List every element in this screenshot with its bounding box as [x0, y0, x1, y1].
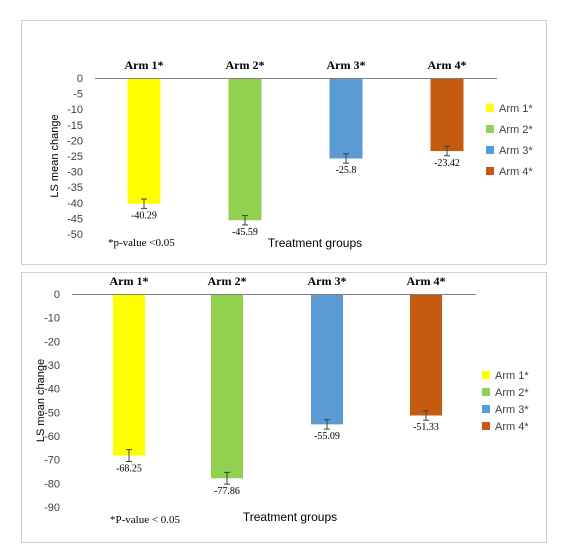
chart-2-bar-1: [113, 294, 145, 456]
chart-2-bar-2: [211, 294, 243, 479]
chart-2-ytick-label: -70: [44, 455, 60, 467]
chart-2-category-label-4: Arm 4*: [407, 274, 446, 288]
chart-1-legend-label-1: Arm 1*: [499, 103, 533, 115]
chart-panel-1: 0 -5 -10 -15 -20 -25 -30 -35 -40 -45 -50 -40.29 Arm …: [0, 0, 567, 270]
chart-2-legend-label-1: Arm 1*: [495, 370, 529, 382]
chart-1-ytick-label: -50: [67, 229, 83, 241]
chart-2-category-label-1: Arm 1*: [110, 274, 149, 288]
chart-1-category-label-4: Arm 4*: [428, 58, 467, 72]
chart-2-legend-swatch-4: [482, 422, 490, 430]
chart-2-bar-4: [410, 294, 442, 416]
chart-2-ytick-label: 0: [54, 289, 60, 301]
chart-1-significance-note: *p-value <0.05: [108, 237, 175, 249]
chart-1-legend-swatch-4: [486, 167, 494, 175]
chart-1-data-label-2: -45.59: [232, 227, 258, 238]
chart-1-ytick-label: -5: [73, 89, 83, 101]
chart-1-data-label-4: -23.42: [434, 158, 460, 169]
chart-2-legend-label-2: Arm 2*: [495, 387, 529, 399]
chart-1-bar-1: [127, 78, 161, 204]
chart-2-y-axis-label: LS mean change: [35, 359, 47, 442]
chart-2-ytick-label: -60: [44, 431, 60, 443]
chart-1-category-label-3: Arm 3*: [327, 58, 366, 72]
chart-2-data-label-4: -51.33: [413, 422, 439, 433]
chart-1-category-label-1: Arm 1*: [125, 58, 164, 72]
chart-1-legend-swatch-2: [486, 125, 494, 133]
chart-2-category-label-3: Arm 3*: [308, 274, 347, 288]
chart-1-y-axis-label: LS mean change: [49, 114, 61, 197]
chart-1-ytick-label: -45: [67, 213, 83, 225]
chart-2-category-label-2: Arm 2*: [208, 274, 247, 288]
chart-1-legend-swatch-1: [486, 104, 494, 112]
chart-1-x-axis-label: Treatment groups: [268, 236, 362, 250]
chart-1-legend-label-4: Arm 4*: [499, 166, 533, 178]
chart-1-category-label-2: Arm 2*: [226, 58, 265, 72]
chart-1-ytick-label: -10: [67, 104, 83, 116]
chart-1-legend-swatch-3: [486, 146, 494, 154]
chart-1-ytick-label: -40: [67, 198, 83, 210]
chart-1-bar-4: [430, 78, 464, 152]
chart-2-ytick-label: -80: [44, 478, 60, 490]
chart-1-legend-label-2: Arm 2*: [499, 124, 533, 136]
chart-2-legend-swatch-3: [482, 405, 490, 413]
chart-2-ytick-label: -90: [44, 502, 60, 514]
chart-1-data-label-1: -40.29: [131, 210, 157, 221]
chart-2-frame: [21, 272, 547, 543]
chart-1-bar-2: [228, 78, 262, 221]
chart-2-ytick-label: -40: [44, 384, 60, 396]
chart-1-ytick-label: -30: [67, 167, 83, 179]
chart-2-significance-note: *P-value < 0.05: [110, 514, 181, 526]
chart-panel-2: 0 -10 -20 -30 -40 -50 -60 -70 -80 -90 -68.25 Arm 1*…: [0, 270, 567, 551]
chart-1-data-label-3: -25.8: [336, 165, 357, 176]
chart-2-ytick-label: -10: [44, 313, 60, 325]
chart-1-ytick-label: -20: [67, 135, 83, 147]
chart-1-ytick-label: -35: [67, 182, 83, 194]
chart-1-svg: 0 -5 -10 -15 -20 -25 -30 -35 -40 -45 -50 -40.29 Arm …: [21, 20, 547, 265]
chart-2-ytick-label: -50: [44, 407, 60, 419]
chart-1-ytick-label: 0: [77, 73, 83, 85]
chart-1-bar-3: [329, 78, 363, 159]
chart-2-data-label-2: -77.86: [214, 486, 240, 497]
chart-2-legend-label-4: Arm 4*: [495, 421, 529, 433]
chart-2-x-axis-label: Treatment groups: [243, 510, 337, 524]
chart-1-frame: [21, 20, 547, 265]
chart-1-legend-label-3: Arm 3*: [499, 145, 533, 157]
chart-2-legend-label-3: Arm 3*: [495, 404, 529, 416]
chart-2-ytick-label: -30: [44, 360, 60, 372]
chart-2-data-label-1: -68.25: [116, 463, 142, 474]
chart-2-legend-swatch-1: [482, 371, 490, 379]
chart-2-bar-3: [311, 294, 343, 425]
chart-1-ytick-label: -25: [67, 151, 83, 163]
chart-2-data-label-3: -55.09: [314, 431, 340, 442]
chart-2-svg: 0 -10 -20 -30 -40 -50 -60 -70 -80 -90 -68.25 Arm 1*…: [21, 272, 547, 543]
chart-2-ytick-label: -20: [44, 336, 60, 348]
chart-1-ytick-label: -15: [67, 120, 83, 132]
chart-2-legend-swatch-2: [482, 388, 490, 396]
